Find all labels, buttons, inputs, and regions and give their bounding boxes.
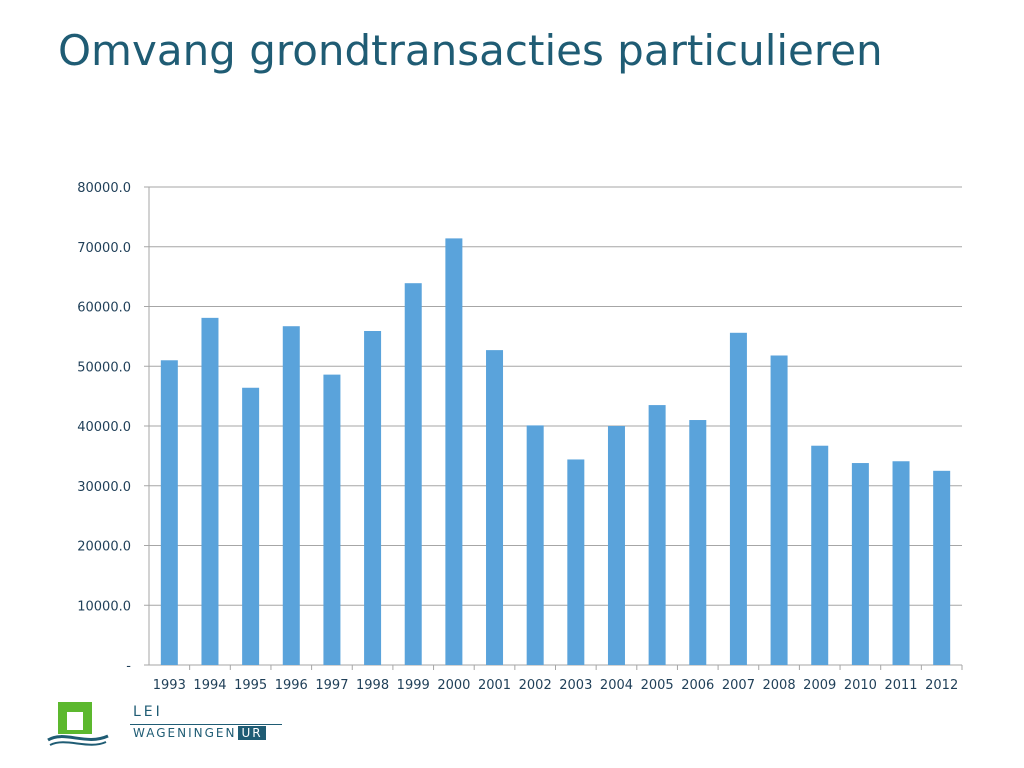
bar-2010 (851, 463, 869, 665)
y-tick-label: 40000.0 (77, 420, 131, 435)
y-tick-label: - (126, 659, 131, 674)
x-tick-label: 1994 (193, 678, 226, 693)
bar-1997 (323, 374, 341, 665)
x-tick-label: 2011 (884, 678, 917, 693)
x-tick-label: 1998 (356, 678, 389, 693)
logo-wageningen-label: WAGENINGEN (133, 726, 237, 740)
bar-2001 (486, 350, 504, 665)
bar-2009 (811, 445, 829, 665)
x-tick-label: 2008 (763, 678, 796, 693)
bar-2005 (648, 405, 666, 665)
lei-wageningen-logo (46, 700, 286, 748)
bar-2000 (445, 238, 463, 665)
bar-2012 (933, 470, 951, 665)
x-tick-label: 2002 (519, 678, 552, 693)
x-tick-label: 2007 (722, 678, 755, 693)
bar-1994 (201, 317, 219, 665)
x-tick-label: 1995 (234, 678, 267, 693)
bar-1996 (282, 326, 300, 665)
y-tick-label: 60000.0 (77, 301, 131, 316)
logo-wageningen-text: WAGENINGEN UR (133, 726, 266, 740)
y-tick-label: 20000.0 (77, 540, 131, 555)
x-tick-label: 2006 (681, 678, 714, 693)
logo-divider (130, 724, 282, 725)
bar-1995 (242, 387, 260, 665)
y-tick-label: 50000.0 (77, 360, 131, 375)
bar-2007 (729, 332, 747, 665)
bar-1999 (404, 283, 422, 665)
y-tick-label: 80000.0 (77, 181, 131, 196)
bar-1993 (160, 360, 178, 665)
x-tick-label: 2004 (600, 678, 633, 693)
x-tick-label: 2005 (641, 678, 674, 693)
x-tick-label: 2012 (925, 678, 958, 693)
bar-2003 (567, 459, 585, 665)
bar-2008 (770, 355, 788, 665)
bar-2002 (526, 425, 544, 665)
y-tick-label: 10000.0 (77, 599, 131, 614)
x-tick-label: 1993 (153, 678, 186, 693)
logo-emblem-icon (47, 702, 109, 746)
logo-ur-badge: UR (238, 726, 266, 740)
slide-title: Omvang grondtransacties particulieren (58, 26, 883, 75)
bar-2006 (689, 420, 707, 665)
x-tick-label: 1999 (397, 678, 430, 693)
x-tick-label: 1996 (275, 678, 308, 693)
bar-chart: - 10000.0 20000.0 30000.0 40000.0 50000.0 6000… (77, 181, 963, 693)
y-tick-label: 30000.0 (77, 480, 131, 495)
bar-2011 (892, 461, 910, 665)
x-tick-label: 1997 (315, 678, 348, 693)
x-tick-label: 2000 (437, 678, 470, 693)
logo-lei-text: LEI (133, 704, 163, 720)
x-tick-label: 2003 (559, 678, 592, 693)
bar-1998 (364, 330, 382, 665)
x-tick-label: 2001 (478, 678, 511, 693)
y-tick-label: 70000.0 (77, 241, 131, 256)
x-tick-label: 2009 (803, 678, 836, 693)
x-tick-label: 2010 (844, 678, 877, 693)
bar-2004 (607, 426, 625, 665)
